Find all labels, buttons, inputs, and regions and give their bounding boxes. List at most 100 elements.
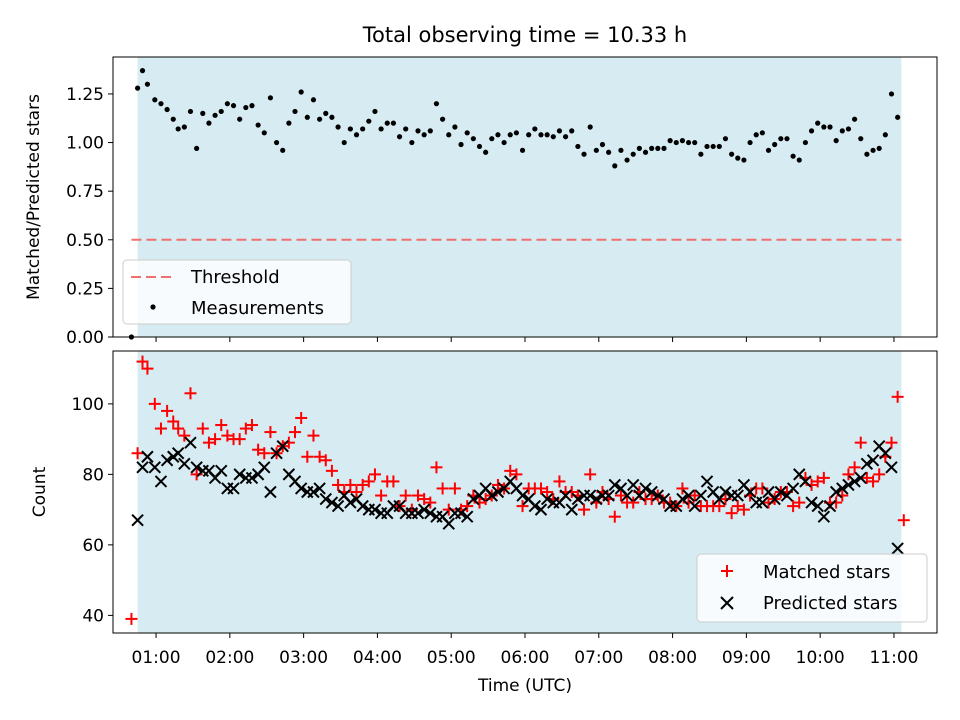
- measurement-point: [612, 163, 618, 169]
- predicted-star-point-b: [719, 485, 732, 499]
- matched-star-point: [184, 387, 197, 400]
- predicted-star-point-b: [774, 485, 788, 499]
- measurement-point: [895, 114, 901, 120]
- predicted-star-point: [131, 513, 144, 527]
- measurement-point: [741, 157, 747, 163]
- predicted-star-point: [885, 461, 898, 474]
- predicted-star-point-b: [799, 475, 812, 488]
- predicted-star-point-b: [565, 503, 578, 516]
- predicted-star-point: [141, 450, 154, 463]
- measurement-point: [575, 143, 581, 150]
- predicted-star-point: [331, 499, 345, 513]
- matched-star-point: [161, 404, 174, 417]
- measurement-point: [845, 126, 852, 132]
- predicted-star-point: [319, 492, 332, 506]
- measurement-point: [335, 124, 341, 130]
- measurement-point: [550, 134, 556, 140]
- matched-star-point: [399, 489, 412, 502]
- measurement-point: [858, 136, 864, 142]
- matched-star-point: [167, 415, 180, 428]
- measurement-point: [692, 139, 698, 146]
- predicted-star-point-b: [319, 492, 332, 506]
- predicted-star-point-b: [294, 482, 308, 495]
- measurement-point: [446, 132, 452, 138]
- predicted-stars-series: [131, 436, 904, 555]
- top-y-tick-label: 1.00: [66, 134, 104, 154]
- measurement-point: [599, 141, 606, 148]
- predicted-star-point-b: [872, 439, 886, 453]
- measurement-point: [372, 108, 378, 115]
- predicted-star-point-b: [522, 492, 535, 506]
- predicted-star-point-b: [282, 468, 296, 481]
- predicted-star-point: [719, 485, 732, 499]
- predicted-star-point-b: [639, 482, 652, 495]
- predicted-star-point-b: [516, 489, 529, 502]
- measurement-point: [292, 108, 298, 115]
- matched-star-point: [578, 503, 591, 516]
- legend-predicted-swatch: [720, 596, 734, 610]
- matched-star-point: [136, 355, 149, 368]
- matched-star-point: [362, 475, 375, 488]
- predicted-star-point-b: [368, 503, 382, 516]
- top-legend: Threshold Measurements: [122, 259, 352, 325]
- matched-star-point: [239, 422, 252, 435]
- predicted-star-point-b: [136, 461, 149, 474]
- predicted-star-point-b: [325, 496, 339, 509]
- measurement-point: [175, 126, 181, 132]
- matched-star-point: [301, 450, 314, 463]
- x-tick-label: 03:00: [279, 648, 328, 668]
- predicted-star-point-b: [608, 478, 621, 492]
- measurement-point: [864, 151, 870, 157]
- measurement-point: [778, 136, 784, 142]
- predicted-star-point-b: [590, 492, 603, 506]
- predicted-star-point: [602, 489, 615, 502]
- measurement-point: [593, 147, 599, 153]
- predicted-star-point-b: [227, 482, 240, 495]
- predicted-star-point: [682, 489, 695, 502]
- measurement-point: [722, 136, 729, 142]
- matched-star-point: [154, 422, 167, 435]
- predicted-star-point-b: [233, 468, 246, 481]
- measurement-point: [144, 81, 151, 87]
- measurement-point: [237, 116, 243, 122]
- predicted-star-point: [571, 492, 585, 506]
- measurement-point: [347, 126, 353, 132]
- matched-star-point: [368, 468, 381, 481]
- predicted-star-point-b: [307, 485, 320, 499]
- measurement-point: [759, 130, 765, 136]
- measurement-point: [134, 85, 141, 91]
- top-y-axis-label: Matched/Predicted stars: [24, 94, 44, 300]
- matched-star-point: [209, 433, 222, 446]
- predicted-star-point: [645, 485, 658, 499]
- measurement-point: [170, 116, 176, 122]
- predicted-star-point: [160, 454, 174, 467]
- matched-star-point: [448, 482, 461, 495]
- matched-star-point: [233, 433, 246, 446]
- measurement-point: [765, 147, 772, 153]
- matched-star-point: [252, 443, 265, 456]
- x-tick-label: 01:00: [132, 648, 181, 668]
- predicted-star-point-b: [620, 489, 634, 502]
- measurement-point: [556, 128, 563, 134]
- measurement-point: [655, 145, 661, 151]
- predicted-star-point-b: [614, 482, 628, 495]
- measurement-point: [323, 110, 329, 116]
- matched-star-point: [344, 478, 357, 491]
- matched-star-point: [313, 450, 326, 463]
- matched-star-point: [461, 500, 474, 513]
- predicted-star-point-b: [331, 499, 345, 513]
- predicted-star-point: [294, 482, 308, 495]
- measurement-point: [636, 145, 642, 151]
- predicted-star-point-b: [338, 489, 351, 502]
- measurement-point: [569, 128, 575, 134]
- measurement-point: [784, 136, 790, 142]
- measurement-point: [267, 95, 274, 101]
- predicted-star-point: [799, 475, 812, 488]
- matched-star-point: [510, 468, 523, 481]
- top-y-tick-label: 0.00: [66, 328, 104, 348]
- measurement-point: [679, 138, 686, 144]
- predicted-star-point-b: [491, 485, 505, 499]
- measurement-point: [390, 120, 397, 126]
- predicted-star-point-b: [762, 485, 775, 499]
- predicted-star-point: [774, 485, 788, 499]
